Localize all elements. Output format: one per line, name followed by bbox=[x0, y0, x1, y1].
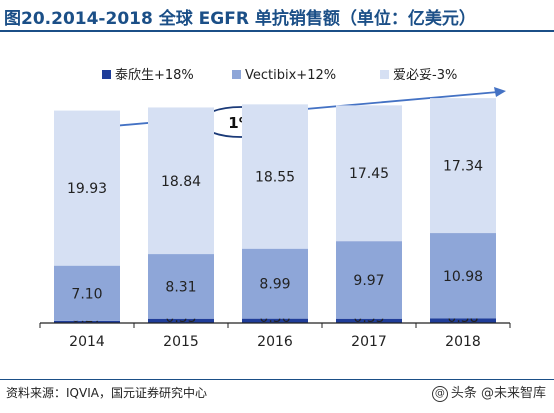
data-label-1-2015: 8.31 bbox=[165, 279, 196, 295]
bar-2-2017 bbox=[336, 105, 402, 242]
bar-1-2018 bbox=[430, 233, 496, 319]
bar-2-2018 bbox=[430, 98, 496, 234]
watermark-text: 头条 @未来智库 bbox=[450, 386, 546, 401]
data-label-2-2016: 18.55 bbox=[255, 170, 295, 186]
data-label-1-2017: 9.97 bbox=[353, 273, 384, 289]
bar-1-2014 bbox=[54, 265, 120, 321]
data-label-1-2014: 7.10 bbox=[71, 286, 102, 302]
bar-1-2016 bbox=[242, 248, 308, 319]
data-label-1-2016: 8.99 bbox=[259, 277, 290, 293]
x-tick-label-2017: 2017 bbox=[351, 334, 387, 350]
bar-0-2014 bbox=[54, 320, 120, 323]
source-note: 资料来源：IQVIA，国元证券研究中心 bbox=[6, 386, 207, 400]
legend-label-0: 泰欣生+18% bbox=[115, 68, 194, 83]
bar-0-2015 bbox=[148, 318, 214, 323]
stacked-bar-chart: 泰欣生+18%Vectibix+12%爱必妥-3%1%0.277.1019.93… bbox=[39, 68, 511, 350]
data-label-2-2018: 17.34 bbox=[443, 159, 483, 175]
x-tick-label-2015: 2015 bbox=[163, 334, 199, 350]
legend-swatch-1 bbox=[232, 70, 241, 79]
bar-0-2017 bbox=[336, 318, 402, 323]
legend-swatch-0 bbox=[102, 70, 111, 79]
trend-arrow-head bbox=[494, 87, 506, 97]
bar-2-2014 bbox=[54, 110, 120, 266]
footer-divider bbox=[0, 379, 554, 380]
legend-swatch-2 bbox=[380, 70, 389, 79]
bar-2-2016 bbox=[242, 104, 308, 249]
data-label-2-2014: 19.93 bbox=[67, 181, 107, 197]
bar-1-2015 bbox=[148, 254, 214, 319]
data-label-1-2018: 10.98 bbox=[443, 269, 483, 285]
bar-1-2017 bbox=[336, 241, 402, 319]
x-tick-label-2018: 2018 bbox=[445, 334, 481, 350]
bar-0-2018 bbox=[430, 318, 496, 323]
legend-label-1: Vectibix+12% bbox=[245, 68, 336, 83]
x-tick-label-2016: 2016 bbox=[257, 334, 293, 350]
title-bar: 图20.2014-2018 全球 EGFR 单抗销售额（单位：亿美元） bbox=[0, 0, 554, 29]
bar-2-2015 bbox=[148, 107, 214, 255]
x-tick-label-2014: 2014 bbox=[69, 334, 105, 350]
watermark: @ 头条 @未来智库 bbox=[431, 382, 546, 402]
bar-0-2016 bbox=[242, 318, 308, 323]
title-divider bbox=[0, 30, 554, 32]
data-label-2-2015: 18.84 bbox=[161, 174, 201, 190]
page-title: 图20.2014-2018 全球 EGFR 单抗销售额（单位：亿美元） bbox=[4, 9, 476, 29]
watermark-icon: @ bbox=[431, 385, 448, 402]
legend-label-2: 爱必妥-3% bbox=[393, 68, 457, 83]
data-label-2-2017: 17.45 bbox=[349, 166, 389, 182]
